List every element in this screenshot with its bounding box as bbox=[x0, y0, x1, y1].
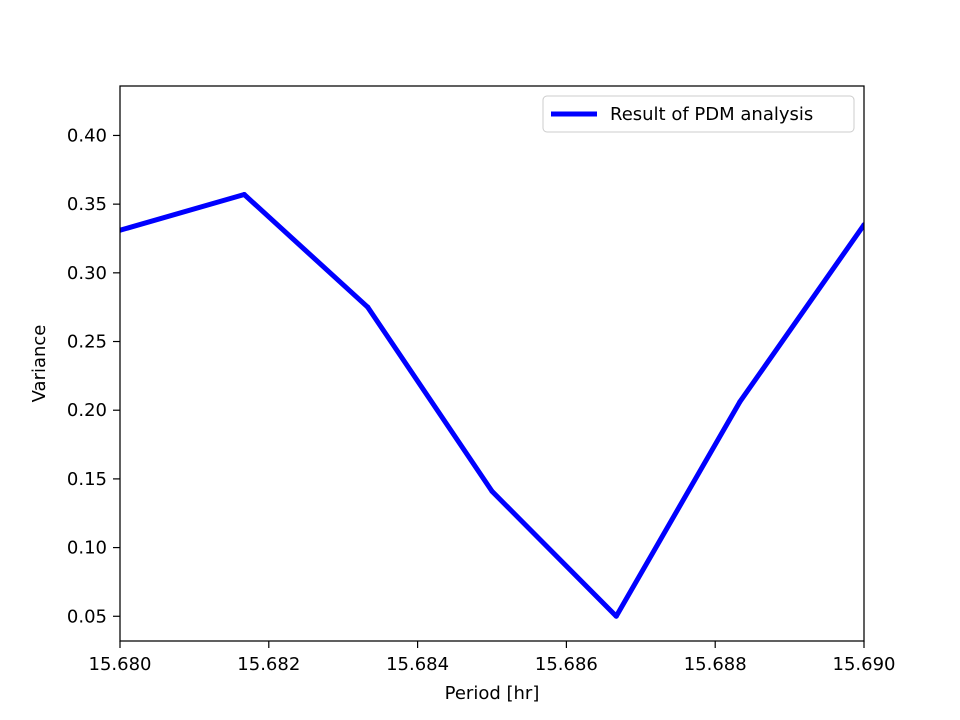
x-tick-label: 15.680 bbox=[89, 654, 152, 675]
axis-ticks: 15.680 15.682 15.684 15.686 15.688 15.690 0.05… bbox=[67, 125, 896, 675]
legend-box bbox=[542, 95, 855, 133]
data-point bbox=[241, 192, 247, 198]
x-tick-label: 15.688 bbox=[684, 654, 747, 675]
x-tick-label: 15.682 bbox=[237, 654, 300, 675]
legend: Result of PDM analysis bbox=[542, 95, 855, 133]
x-tick-label: 15.690 bbox=[833, 654, 896, 675]
x-tick-label: 15.686 bbox=[535, 654, 598, 675]
y-tick-label: 0.40 bbox=[67, 125, 107, 146]
legend-label-pdm: Result of PDM analysis bbox=[610, 104, 813, 125]
y-axis-label: Variance bbox=[29, 325, 50, 403]
data-point bbox=[613, 613, 619, 619]
x-tick-label: 15.684 bbox=[386, 654, 449, 675]
y-tick-label: 0.25 bbox=[67, 332, 107, 353]
data-point bbox=[365, 304, 371, 310]
data-point bbox=[737, 399, 743, 405]
y-tick-label: 0.15 bbox=[67, 469, 107, 490]
data-point bbox=[489, 488, 495, 494]
x-axis-label: Period [hr] bbox=[445, 683, 540, 704]
y-tick-label: 0.10 bbox=[67, 538, 107, 559]
y-tick-label: 0.20 bbox=[67, 400, 107, 421]
y-tick-label: 0.30 bbox=[67, 263, 107, 284]
axes-frame bbox=[119, 85, 865, 642]
y-tick-label: 0.35 bbox=[67, 194, 107, 215]
y-tick-label: 0.05 bbox=[67, 606, 107, 627]
